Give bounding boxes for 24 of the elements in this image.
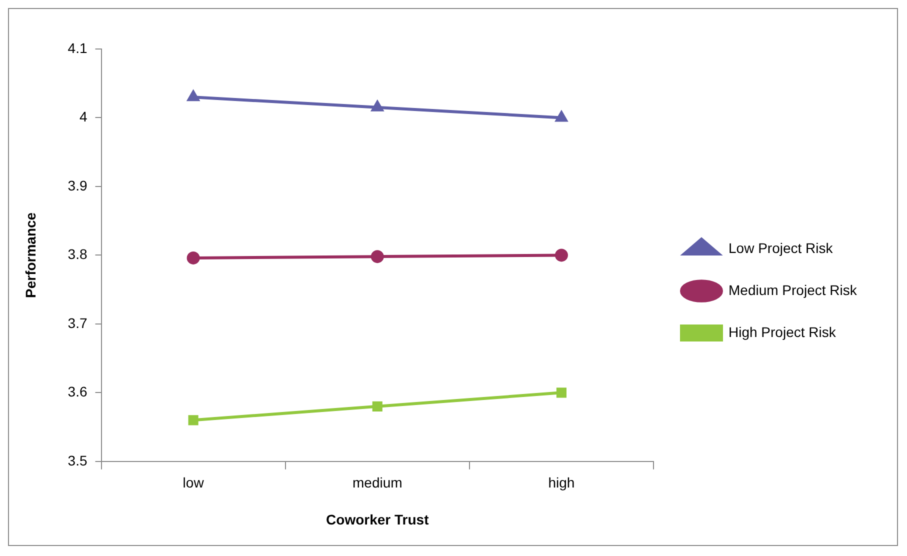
point [556, 388, 566, 398]
x-tick-label: medium [352, 474, 402, 491]
point [554, 248, 568, 262]
y-tick-label: 3.8 [68, 246, 88, 262]
legend-label: High Project Risk [728, 324, 837, 340]
y-tick-label: 3.9 [68, 177, 88, 194]
x-tick-label: low [182, 474, 205, 491]
point [372, 401, 382, 412]
point [370, 250, 384, 264]
point [187, 90, 200, 102]
point [186, 251, 200, 264]
y-axis-title: Performance [22, 212, 38, 298]
legend-label: Medium Project Risk [728, 282, 858, 298]
y-tick-label: 3.5 [68, 452, 88, 468]
point [556, 111, 568, 122]
legend-label: Low Project Risk [728, 240, 834, 256]
y-tick-label: 3.7 [68, 314, 88, 331]
point [188, 415, 198, 426]
x-tick-label: high [548, 474, 575, 491]
y-tick-label: 4 [79, 108, 88, 125]
y-tick-label: 3.6 [68, 384, 88, 400]
point [372, 100, 384, 112]
x-axis-title: Coworker Trust [326, 511, 430, 528]
y-tick-label: 4.1 [68, 40, 88, 56]
